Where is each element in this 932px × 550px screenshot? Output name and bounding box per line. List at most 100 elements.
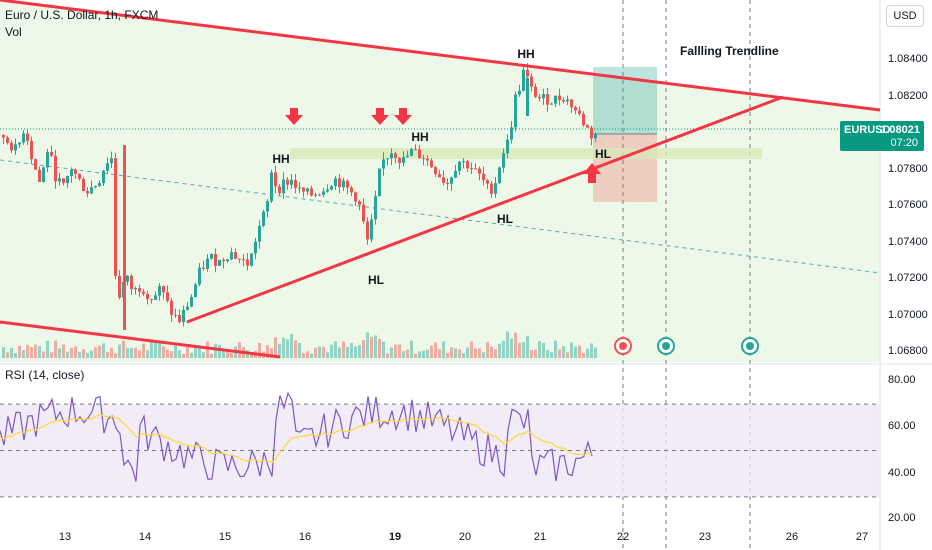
candle-body: [370, 219, 373, 240]
volume-bar: [282, 337, 285, 358]
candle-body: [362, 204, 365, 222]
candle-body: [146, 293, 149, 300]
candle-body: [210, 254, 213, 259]
up-arrow: [583, 163, 601, 183]
candle-body: [238, 258, 241, 260]
rsi-tick-label: 80.00: [888, 374, 916, 386]
volume-bar: [174, 344, 177, 358]
volume-bar: [86, 352, 89, 358]
volume-bar: [466, 347, 469, 358]
currency-button[interactable]: USD: [886, 5, 924, 27]
candle-body: [346, 180, 349, 188]
annotation-hl3: HL: [595, 147, 611, 161]
volume-bar: [218, 344, 221, 358]
volume-bar: [386, 353, 389, 358]
volume-bar: [126, 347, 129, 358]
volume-bar: [166, 349, 169, 358]
volume-bar: [418, 351, 421, 358]
candle-body: [338, 178, 341, 188]
volume-bar: [154, 341, 157, 358]
volume-bar: [362, 339, 365, 358]
volume-bar: [250, 353, 253, 358]
time-tick-label: 26: [785, 531, 799, 543]
candle-body: [138, 288, 141, 292]
volume-bar: [214, 344, 217, 358]
volume-bar: [594, 347, 597, 358]
candle-body: [166, 292, 169, 301]
candle-body: [530, 76, 533, 87]
candle-body: [406, 155, 409, 158]
volume-bar: [366, 332, 369, 358]
volume-bar: [182, 353, 185, 358]
candle-body: [510, 127, 513, 140]
volume-bar: [138, 350, 141, 358]
candle-body: [54, 155, 57, 182]
volume-bar: [438, 349, 441, 358]
volume-bar: [470, 341, 473, 358]
volume-bar: [258, 342, 261, 358]
candle-body: [286, 179, 289, 185]
volume-bar: [142, 343, 145, 358]
candle-body: [214, 254, 217, 266]
candle-body: [390, 153, 393, 159]
volume-bar: [6, 352, 9, 358]
volume-bar: [486, 342, 489, 358]
candle-body: [242, 259, 245, 261]
candle-body: [130, 275, 133, 290]
volume-bar: [78, 351, 81, 358]
rsi-tick-label: 60.00: [888, 420, 916, 433]
volume-bar: [46, 340, 49, 358]
price-tick-label: 1.07600: [888, 199, 928, 211]
candle-body: [30, 140, 33, 160]
volume-bar: [238, 342, 241, 358]
volume-bar: [194, 347, 197, 358]
candle-body: [318, 194, 321, 196]
candle-body: [394, 153, 397, 158]
lower-channel-line[interactable]: [0, 320, 281, 359]
rising-trendline[interactable]: [186, 95, 784, 324]
falling-trendline[interactable]: [0, 0, 881, 112]
volume-bar: [310, 353, 313, 358]
candle-body: [358, 201, 361, 205]
candle-body: [502, 153, 505, 168]
volume-bar: [318, 346, 321, 358]
volume-bar: [162, 346, 165, 358]
volume-bar: [18, 345, 21, 358]
candle-body: [494, 183, 497, 194]
volume-bar: [274, 337, 277, 358]
volume-bar: [226, 351, 229, 358]
last-price-tag: EURUSD 1.08021 07:20: [840, 121, 924, 151]
volume-bar: [302, 352, 305, 358]
candle-body: [230, 252, 233, 260]
candle-body: [38, 169, 41, 183]
candle-body: [434, 167, 437, 175]
candle-body: [58, 178, 61, 182]
volume-bar: [586, 348, 589, 358]
candle-body: [542, 94, 545, 99]
candle-body: [498, 167, 501, 184]
candle-body: [78, 173, 81, 179]
candle-body: [590, 127, 593, 139]
candle-body: [118, 275, 121, 298]
volume-bar: [110, 347, 113, 358]
candle-body: [202, 267, 205, 269]
volume-bar: [266, 345, 269, 358]
volume-bar: [442, 341, 445, 358]
volume-bar: [346, 347, 349, 358]
candle-body: [86, 191, 89, 194]
candle-body: [182, 309, 185, 323]
candle-body: [438, 174, 441, 178]
candle-body: [222, 259, 225, 262]
annotation-hl1: HL: [368, 273, 384, 287]
candle-body: [102, 170, 105, 184]
volume-bar: [382, 341, 385, 358]
candle-body: [194, 284, 197, 298]
candle-body: [462, 161, 465, 163]
volume-bar: [106, 352, 109, 358]
volume-bar: [566, 352, 569, 358]
time-tick-label: 15: [218, 531, 232, 543]
volume-bar: [70, 347, 73, 358]
candle-body: [186, 306, 189, 310]
volume-bar: [502, 340, 505, 358]
